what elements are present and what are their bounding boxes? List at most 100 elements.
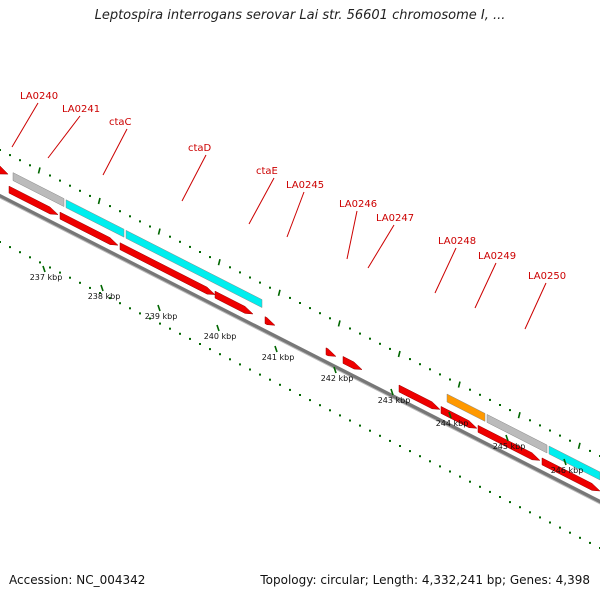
outer-tick-dot [479,393,481,396]
kbp-label: 244 kbp [436,419,469,428]
outer-tick-major [97,197,101,205]
outer-tick-dot [209,256,211,259]
inner-tick-dot [389,439,391,442]
inner-tick-dot [399,445,401,447]
outer-tick-dot [59,179,61,182]
outer-tick-major [457,381,461,388]
leader-line [47,115,81,159]
leader-line [248,177,275,225]
inner-tick-dot [119,302,121,305]
outer-tick-ring [0,149,600,457]
inner-tick-dot [409,450,411,453]
inner-tick-dot [569,531,571,534]
inner-tick-dot [149,317,151,320]
inner-tick-dot [269,378,271,381]
kbp-label: 239 kbp [145,312,178,321]
outer-tick-dot [379,342,381,345]
inner-tick-dot [349,419,351,422]
cds-arrow [325,347,337,357]
outer-tick-major [577,442,581,449]
cds-arrow [0,165,9,175]
inner-tick-dot [329,409,331,412]
gene-label: LA0250 [528,271,566,282]
outer-tick-dot [419,363,421,366]
inner-tick-major [100,284,104,292]
inner-tick-dot [69,276,71,279]
outer-tick-dot [249,276,251,279]
inner-tick-dot [0,241,1,243]
inner-tick-dot [159,322,161,325]
inner-tick-dot [369,429,371,432]
accession-text: Accession: NC_004342 [9,573,146,587]
outer-tick-dot [509,409,511,412]
outer-tick-dot [259,281,261,284]
outer-tick-dot [89,194,91,197]
outer-tick-dot [539,424,541,427]
kbp-label: 245 kbp [493,442,526,451]
outer-tick-dot [139,220,141,223]
inner-tick-dot [469,480,471,483]
leader-line [474,262,497,309]
kbp-label: 242 kbp [321,374,354,383]
outer-tick-dot [229,266,231,269]
inner-tick-dot [489,490,491,493]
outer-tick-dot [439,373,441,376]
orange-feature [446,393,486,422]
leader-line [524,282,547,330]
outer-tick-dot [429,368,431,371]
backbone-highlight [0,197,600,505]
outer-tick-dot [109,205,111,208]
outer-tick-dot [19,159,21,162]
inner-tick-dot [479,485,481,488]
inner-tick-major [157,304,161,312]
inner-tick-dot [59,271,61,274]
kbp-label: 237 kbp [30,273,63,282]
inner-tick-dot [439,465,441,468]
outer-tick-dot [569,439,571,442]
topology-summary: Topology: circular; Length: 4,332,241 bp… [260,573,590,587]
gene-labels: LA0240 LA0241 ctaC ctaD ctaE LA0245 LA0246 LA02… [20,91,566,282]
backbone-line [0,193,600,505]
cyan-feature [65,199,125,238]
outer-tick-dot [489,398,491,401]
outer-tick-dot [119,210,121,213]
outer-tick-dot [529,419,531,422]
outer-tick-dot [349,327,351,330]
leader-line [434,247,457,294]
gene-label: LA0247 [376,213,414,224]
inner-tick-dot [289,388,291,391]
grey-feature [486,413,548,454]
inner-tick-dot [79,281,81,284]
outer-tick-dot [239,271,241,274]
gene-label: LA0246 [339,199,377,210]
outer-tick-dot [49,174,51,177]
inner-tick-dot [109,297,111,300]
inner-scale-ring [0,241,600,549]
inner-tick-dot [189,337,191,340]
leader-line [286,191,305,238]
gene-label: LA0245 [286,180,324,191]
outer-tick-dot [129,215,131,218]
inner-tick-dot [169,327,171,330]
kbp-label: 238 kbp [88,292,121,301]
gene-label: ctaC [109,117,132,128]
outer-tick-dot [269,286,271,289]
outer-tick-dot [9,154,11,157]
gene-label: LA0241 [62,104,100,115]
outer-tick-dot [359,332,361,335]
gene-label: ctaE [256,166,278,177]
outer-tick-dot [559,434,561,437]
inner-tick-dot [339,414,341,417]
outer-tick-dot [319,312,321,315]
inner-tick-major [333,366,337,374]
inner-tick-dot [359,424,361,427]
outer-tick-dot [499,404,501,406]
outer-tick-dot [169,235,171,238]
inner-tick-dot [219,353,221,356]
leader-line [11,102,39,148]
gene-features [0,165,600,492]
outer-tick-major [517,412,521,419]
gene-label: LA0249 [478,251,516,262]
label-leader-lines [11,102,547,330]
